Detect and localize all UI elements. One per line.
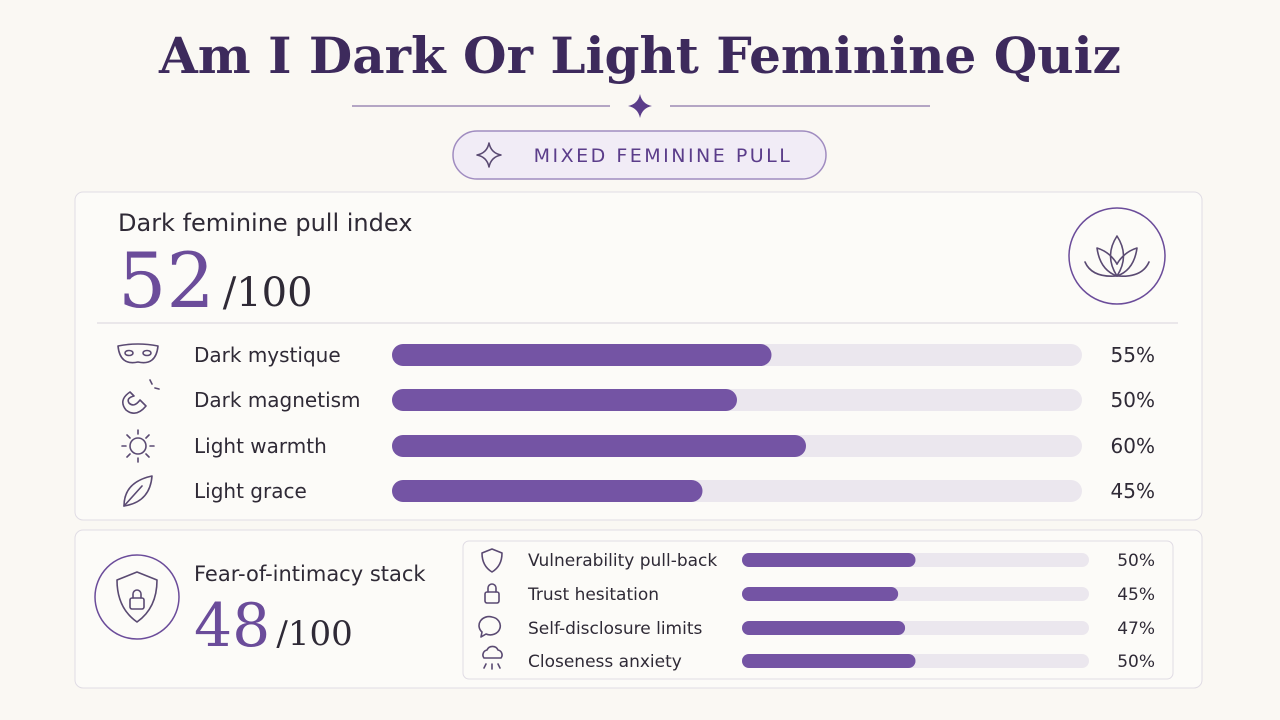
lotus-badge: [1068, 207, 1166, 305]
item-value: 50%: [1111, 388, 1155, 412]
lotus-icon: [1084, 235, 1150, 278]
item-label: Trust hesitation: [527, 585, 659, 605]
main-label: Dark feminine pull index: [118, 209, 412, 237]
item-label: Light grace: [194, 479, 307, 503]
shield-badge: [94, 554, 180, 640]
item-label: Dark mystique: [194, 343, 341, 367]
item-value: 45%: [1117, 585, 1155, 605]
secondary-label: Fear-of-intimacy stack: [194, 562, 426, 586]
shield-icon: [116, 571, 158, 623]
main-max: /100: [223, 270, 313, 316]
badge-icon: [476, 142, 502, 168]
main-score: 52: [118, 236, 215, 325]
bar: [742, 621, 906, 635]
title: Am I Dark Or Light Feminine Quiz: [158, 26, 1121, 85]
secondary-max: /100: [276, 614, 352, 654]
item-value: 55%: [1111, 343, 1155, 367]
bar: [742, 654, 916, 668]
item-value: 60%: [1111, 434, 1155, 458]
bar: [392, 435, 806, 457]
star: [628, 94, 652, 118]
item-label: Dark magnetism: [194, 388, 361, 412]
bar: [392, 389, 737, 411]
bar: [742, 553, 916, 567]
bar: [742, 587, 899, 601]
item-label: Self-disclosure limits: [528, 619, 703, 639]
item-value: 50%: [1117, 652, 1155, 672]
item-value: 45%: [1111, 479, 1155, 503]
secondary-score: 48: [194, 591, 270, 661]
bar: [392, 344, 772, 366]
row-icons: [117, 343, 160, 507]
item-value: 50%: [1117, 551, 1155, 571]
badge-text: MIXED FEMININE PULL: [534, 145, 793, 167]
sub-icons: [478, 548, 503, 670]
badge: [452, 130, 827, 180]
bar: [392, 480, 703, 502]
item-label: Vulnerability pull-back: [528, 551, 717, 571]
item-label: Closeness anxiety: [528, 652, 682, 672]
item-value: 47%: [1117, 619, 1155, 639]
item-label: Light warmth: [194, 434, 327, 458]
sub-panel: [462, 540, 1174, 680]
